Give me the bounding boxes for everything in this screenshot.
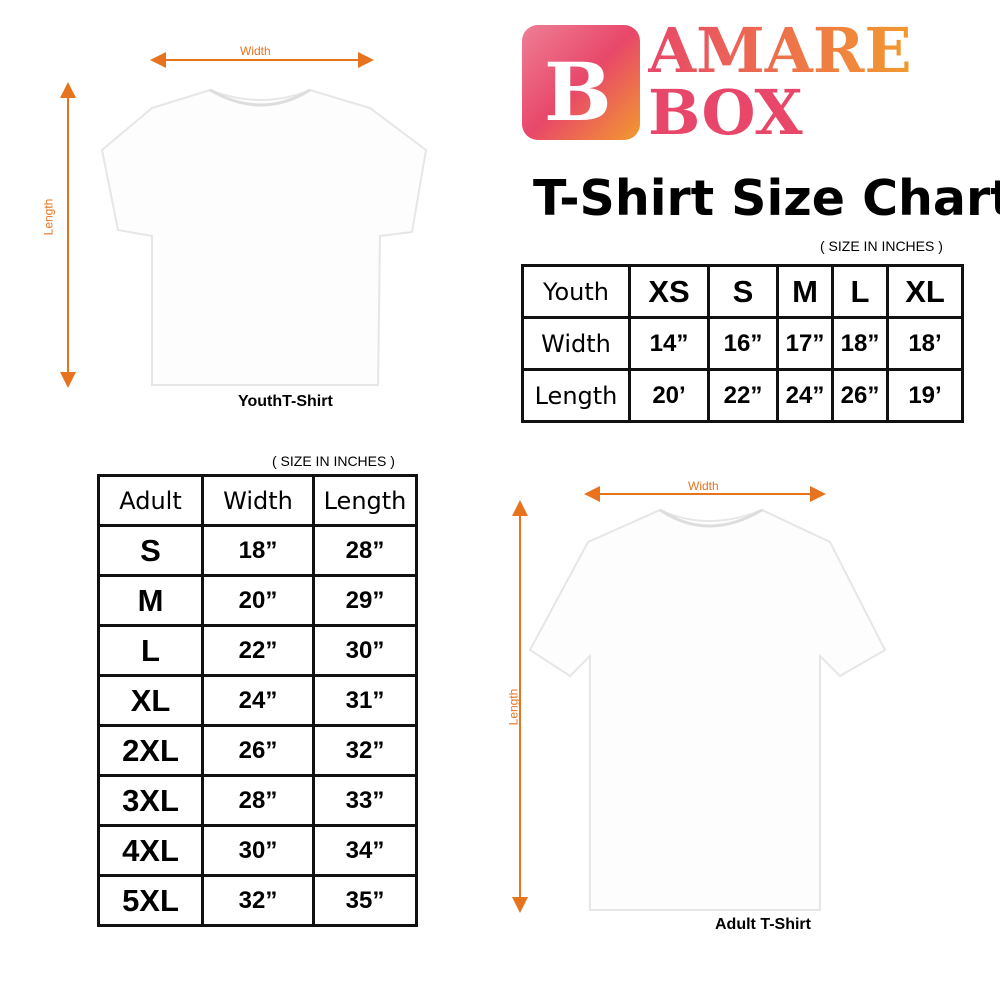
table-row: 3XL 28” 33” [97, 774, 418, 827]
table-cell: 26” [201, 724, 315, 777]
table-cell: 22” [201, 624, 315, 677]
table-cell: 14” [628, 316, 710, 371]
table-row: 5XL 32” 35” [97, 874, 418, 927]
table-cell: 18” [201, 524, 315, 577]
table-cell: 31” [312, 674, 418, 727]
header-cell: XL [886, 264, 964, 319]
table-cell: 35” [312, 874, 418, 927]
youth-caption: YouthT-Shirt [238, 393, 333, 410]
row-label: 2XL [97, 724, 204, 777]
youth-units-note: ( SIZE IN INCHES ) [820, 238, 943, 254]
table-cell: 20” [201, 574, 315, 627]
brand-name-line2: BOX [648, 76, 803, 149]
table-row: Width 14” 16” 17” 18” 18’ [521, 316, 964, 371]
table-row: S 18” 28” [97, 524, 418, 577]
adult-tshirt-illustration [512, 486, 887, 913]
table-row: 2XL 26” 32” [97, 724, 418, 777]
brand-name-line1: AMARE [648, 14, 912, 87]
table-cell: 17” [776, 316, 834, 371]
table-cell: 33” [312, 774, 418, 827]
row-label: L [97, 624, 204, 677]
table-row: M 20” 29” [97, 574, 418, 627]
table-cell: 34” [312, 824, 418, 877]
table-cell: 22” [707, 368, 779, 423]
youth-size-table: Youth XS S M L XL Width 14” 16” 17” 18” … [521, 264, 964, 423]
brand-logo-icon: B [522, 25, 640, 140]
adult-size-table: Adult Width Length S 18” 28” M 20” 29” L 22” 30” XL 2… [97, 474, 418, 927]
table-header-row: Adult Width Length [97, 474, 418, 527]
table-row: Length 20’ 22” 24” 26” 19’ [521, 368, 964, 423]
youth-width-label: Width [240, 44, 271, 58]
table-cell: 24” [776, 368, 834, 423]
table-cell: 24” [201, 674, 315, 727]
row-label: 3XL [97, 774, 204, 827]
header-cell: S [707, 264, 779, 319]
header-cell: L [831, 264, 889, 319]
table-row: XL 24” 31” [97, 674, 418, 727]
row-label: S [97, 524, 204, 577]
adult-length-label: Length [506, 688, 521, 726]
table-cell: 18’ [886, 316, 964, 371]
adult-width-label: Width [688, 479, 719, 493]
row-label: 4XL [97, 824, 204, 877]
table-cell: 32” [201, 874, 315, 927]
header-cell: M [776, 264, 834, 319]
row-label: 5XL [97, 874, 204, 927]
table-cell: 30” [201, 824, 315, 877]
table-cell: 26” [831, 368, 889, 423]
table-row: 4XL 30” 34” [97, 824, 418, 877]
table-cell: 32” [312, 724, 418, 777]
header-cell: Adult [97, 474, 204, 527]
youth-length-label: Length [41, 198, 56, 236]
table-cell: 28” [312, 524, 418, 577]
header-cell: Length [312, 474, 418, 527]
youth-tshirt-illustration [60, 52, 428, 388]
table-row: L 22” 30” [97, 624, 418, 677]
row-label: XL [97, 674, 204, 727]
table-cell: 18” [831, 316, 889, 371]
table-cell: 28” [201, 774, 315, 827]
header-cell: Youth [521, 264, 631, 319]
table-header-row: Youth XS S M L XL [521, 264, 964, 319]
adult-caption: Adult T-Shirt [715, 916, 811, 933]
header-cell: XS [628, 264, 710, 319]
adult-units-note: ( SIZE IN INCHES ) [272, 453, 395, 469]
table-cell: 29” [312, 574, 418, 627]
row-label: Length [521, 368, 631, 423]
table-cell: 16” [707, 316, 779, 371]
table-cell: 20’ [628, 368, 710, 423]
header-cell: Width [201, 474, 315, 527]
page-title: T-Shirt Size Chart [533, 170, 1000, 227]
table-cell: 30” [312, 624, 418, 677]
row-label: M [97, 574, 204, 627]
row-label: Width [521, 316, 631, 371]
table-cell: 19’ [886, 368, 964, 423]
